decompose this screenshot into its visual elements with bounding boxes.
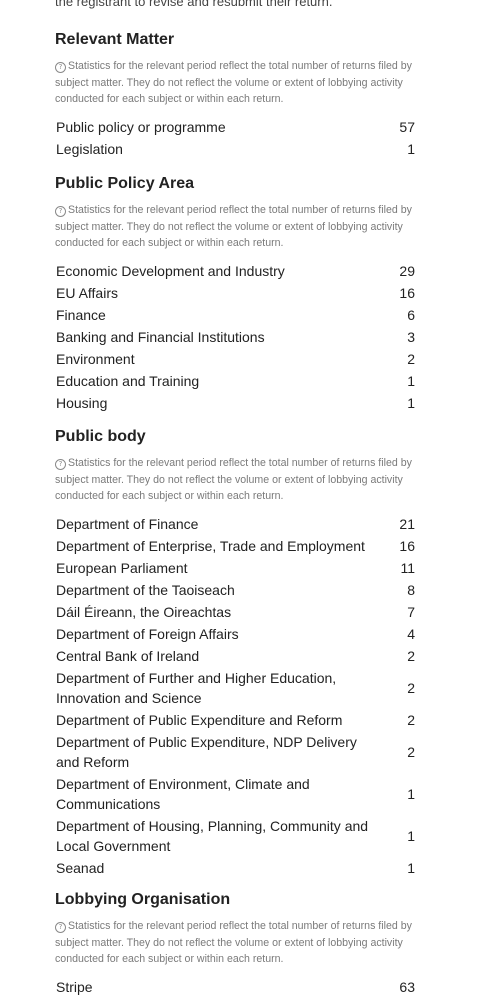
row-count: 2 [407,679,415,696]
section-title: Relevant Matter [55,31,175,48]
statistics-note: ? Statistics for the relevant period refl… [55,455,415,505]
public-body-table: Department of Finance 21 Department of Ent… [56,513,415,879]
row-label: Department of Further and Higher Educati… [56,669,337,706]
row-label: Banking and Financial Institutions [56,328,265,345]
question-circle-icon: ? [55,62,66,73]
row-count: 29 [399,262,415,279]
row-count: 16 [399,537,415,554]
row-label: Department of Environment, Climate and C… [56,775,310,812]
row-label: Seanad [56,859,105,876]
statistics-note: ? Statistics for the relevant period refl… [55,918,415,968]
row-label: Housing [56,394,108,411]
table-row: Department of Environment, Climate and C… [56,773,415,815]
table-row: Legislation 1 [56,138,415,160]
row-count: 2 [407,743,415,760]
table-row: Department of Further and Higher Educati… [56,667,415,709]
row-count: 1 [407,859,415,876]
row-label: Department of Enterprise, Trade and Empl… [56,537,365,554]
question-circle-icon: ? [55,206,66,217]
statistics-note: ? Statistics for the relevant period refl… [55,58,415,108]
row-label: Stripe [56,978,93,995]
section-title: Public body [55,428,146,445]
row-label: Central Bank of Ireland [56,647,200,664]
table-row: Dáil Éireann, the Oireachtas 7 [56,601,415,623]
table-row: Public policy or programme 57 [56,116,415,138]
statistics-note: ? Statistics for the relevant period refl… [55,202,415,252]
table-row: Economic Development and Industry 29 [56,260,415,282]
row-label: European Parliament [56,559,188,576]
table-row: Department of Public Expenditure, NDP De… [56,731,415,773]
row-count: 6 [407,306,415,323]
row-label: Dáil Éireann, the Oireachtas [56,603,232,620]
public-policy-area-section: Public Policy Area ? Statistics for the r… [55,172,415,414]
row-count: 1 [407,785,415,802]
row-count: 11 [400,559,415,576]
row-label: Legislation [56,140,123,157]
statistics-note-text: Statistics for the relevant period refle… [55,457,412,502]
table-row: European Parliament 11 [56,557,415,579]
table-row: Department of Foreign Affairs 4 [56,623,415,645]
lobbying-organisation-section: Lobbying Organisation ? Statistics for th… [55,888,415,998]
table-row: Department of Public Expenditure and Ref… [56,709,415,731]
row-label: Department of Public Expenditure and Ref… [56,711,343,728]
row-count: 2 [407,647,415,664]
statistics-note-text: Statistics for the relevant period refle… [55,920,412,965]
row-count: 2 [407,350,415,367]
table-row: Department of Enterprise, Trade and Empl… [56,535,415,557]
table-row: Seanad 1 [56,857,415,879]
row-count: 63 [399,978,415,995]
row-count: 3 [407,328,415,345]
row-count: 1 [407,394,415,411]
statistics-note-text: Statistics for the relevant period refle… [55,60,412,105]
row-label: Finance [56,306,106,323]
statistics-note-text: Statistics for the relevant period refle… [55,204,412,249]
table-row: Environment 2 [56,348,415,370]
row-label: Department of the Taoiseach [56,581,235,598]
lobbying-organisation-table: Stripe 63 [56,976,415,998]
relevant-matter-table: Public policy or programme 57 Legislation 1 [56,116,415,160]
table-row: Department of the Taoiseach 8 [56,579,415,601]
table-row: Department of Finance 21 [56,513,415,535]
question-circle-icon: ? [55,459,66,470]
row-count: 8 [407,581,415,598]
table-row: EU Affairs 16 [56,282,415,304]
table-row: Banking and Financial Institutions 3 [56,326,415,348]
row-count: 57 [399,118,415,135]
section-title: Lobbying Organisation [55,891,231,908]
table-row: Central Bank of Ireland 2 [56,645,415,667]
row-count: 7 [407,603,415,620]
relevant-matter-section: Relevant Matter ? Statistics for the rele… [55,28,415,160]
section-title: Public Policy Area [55,175,195,192]
row-label: Environment [56,350,135,367]
row-count: 16 [399,284,415,301]
row-label: EU Affairs [56,284,118,301]
row-count: 1 [407,140,415,157]
row-label: Department of Foreign Affairs [56,625,239,642]
public-body-section: Public body ? Statistics for the relevant… [55,425,415,879]
row-label: Education and Training [56,372,200,389]
row-count: 1 [407,827,415,844]
row-label: Department of Public Expenditure, NDP De… [56,733,357,770]
row-count: 21 [399,515,415,532]
row-count: 1 [407,372,415,389]
intro-text-fragment: the registrant to revise and resubmit th… [55,0,333,9]
public-policy-area-table: Economic Development and Industry 29 EU Af… [56,260,415,414]
row-count: 2 [407,711,415,728]
row-label: Department of Finance [56,515,199,532]
table-row: Department of Housing, Planning, Communi… [56,815,415,857]
question-circle-icon: ? [55,922,66,933]
row-label: Public policy or programme [56,118,226,135]
table-row: Finance 6 [56,304,415,326]
table-row: Stripe 63 [56,976,415,998]
row-label: Economic Development and Industry [56,262,285,279]
row-count: 4 [407,625,415,642]
table-row: Housing 1 [56,392,415,414]
row-label: Department of Housing, Planning, Communi… [56,817,369,854]
table-row: Education and Training 1 [56,370,415,392]
